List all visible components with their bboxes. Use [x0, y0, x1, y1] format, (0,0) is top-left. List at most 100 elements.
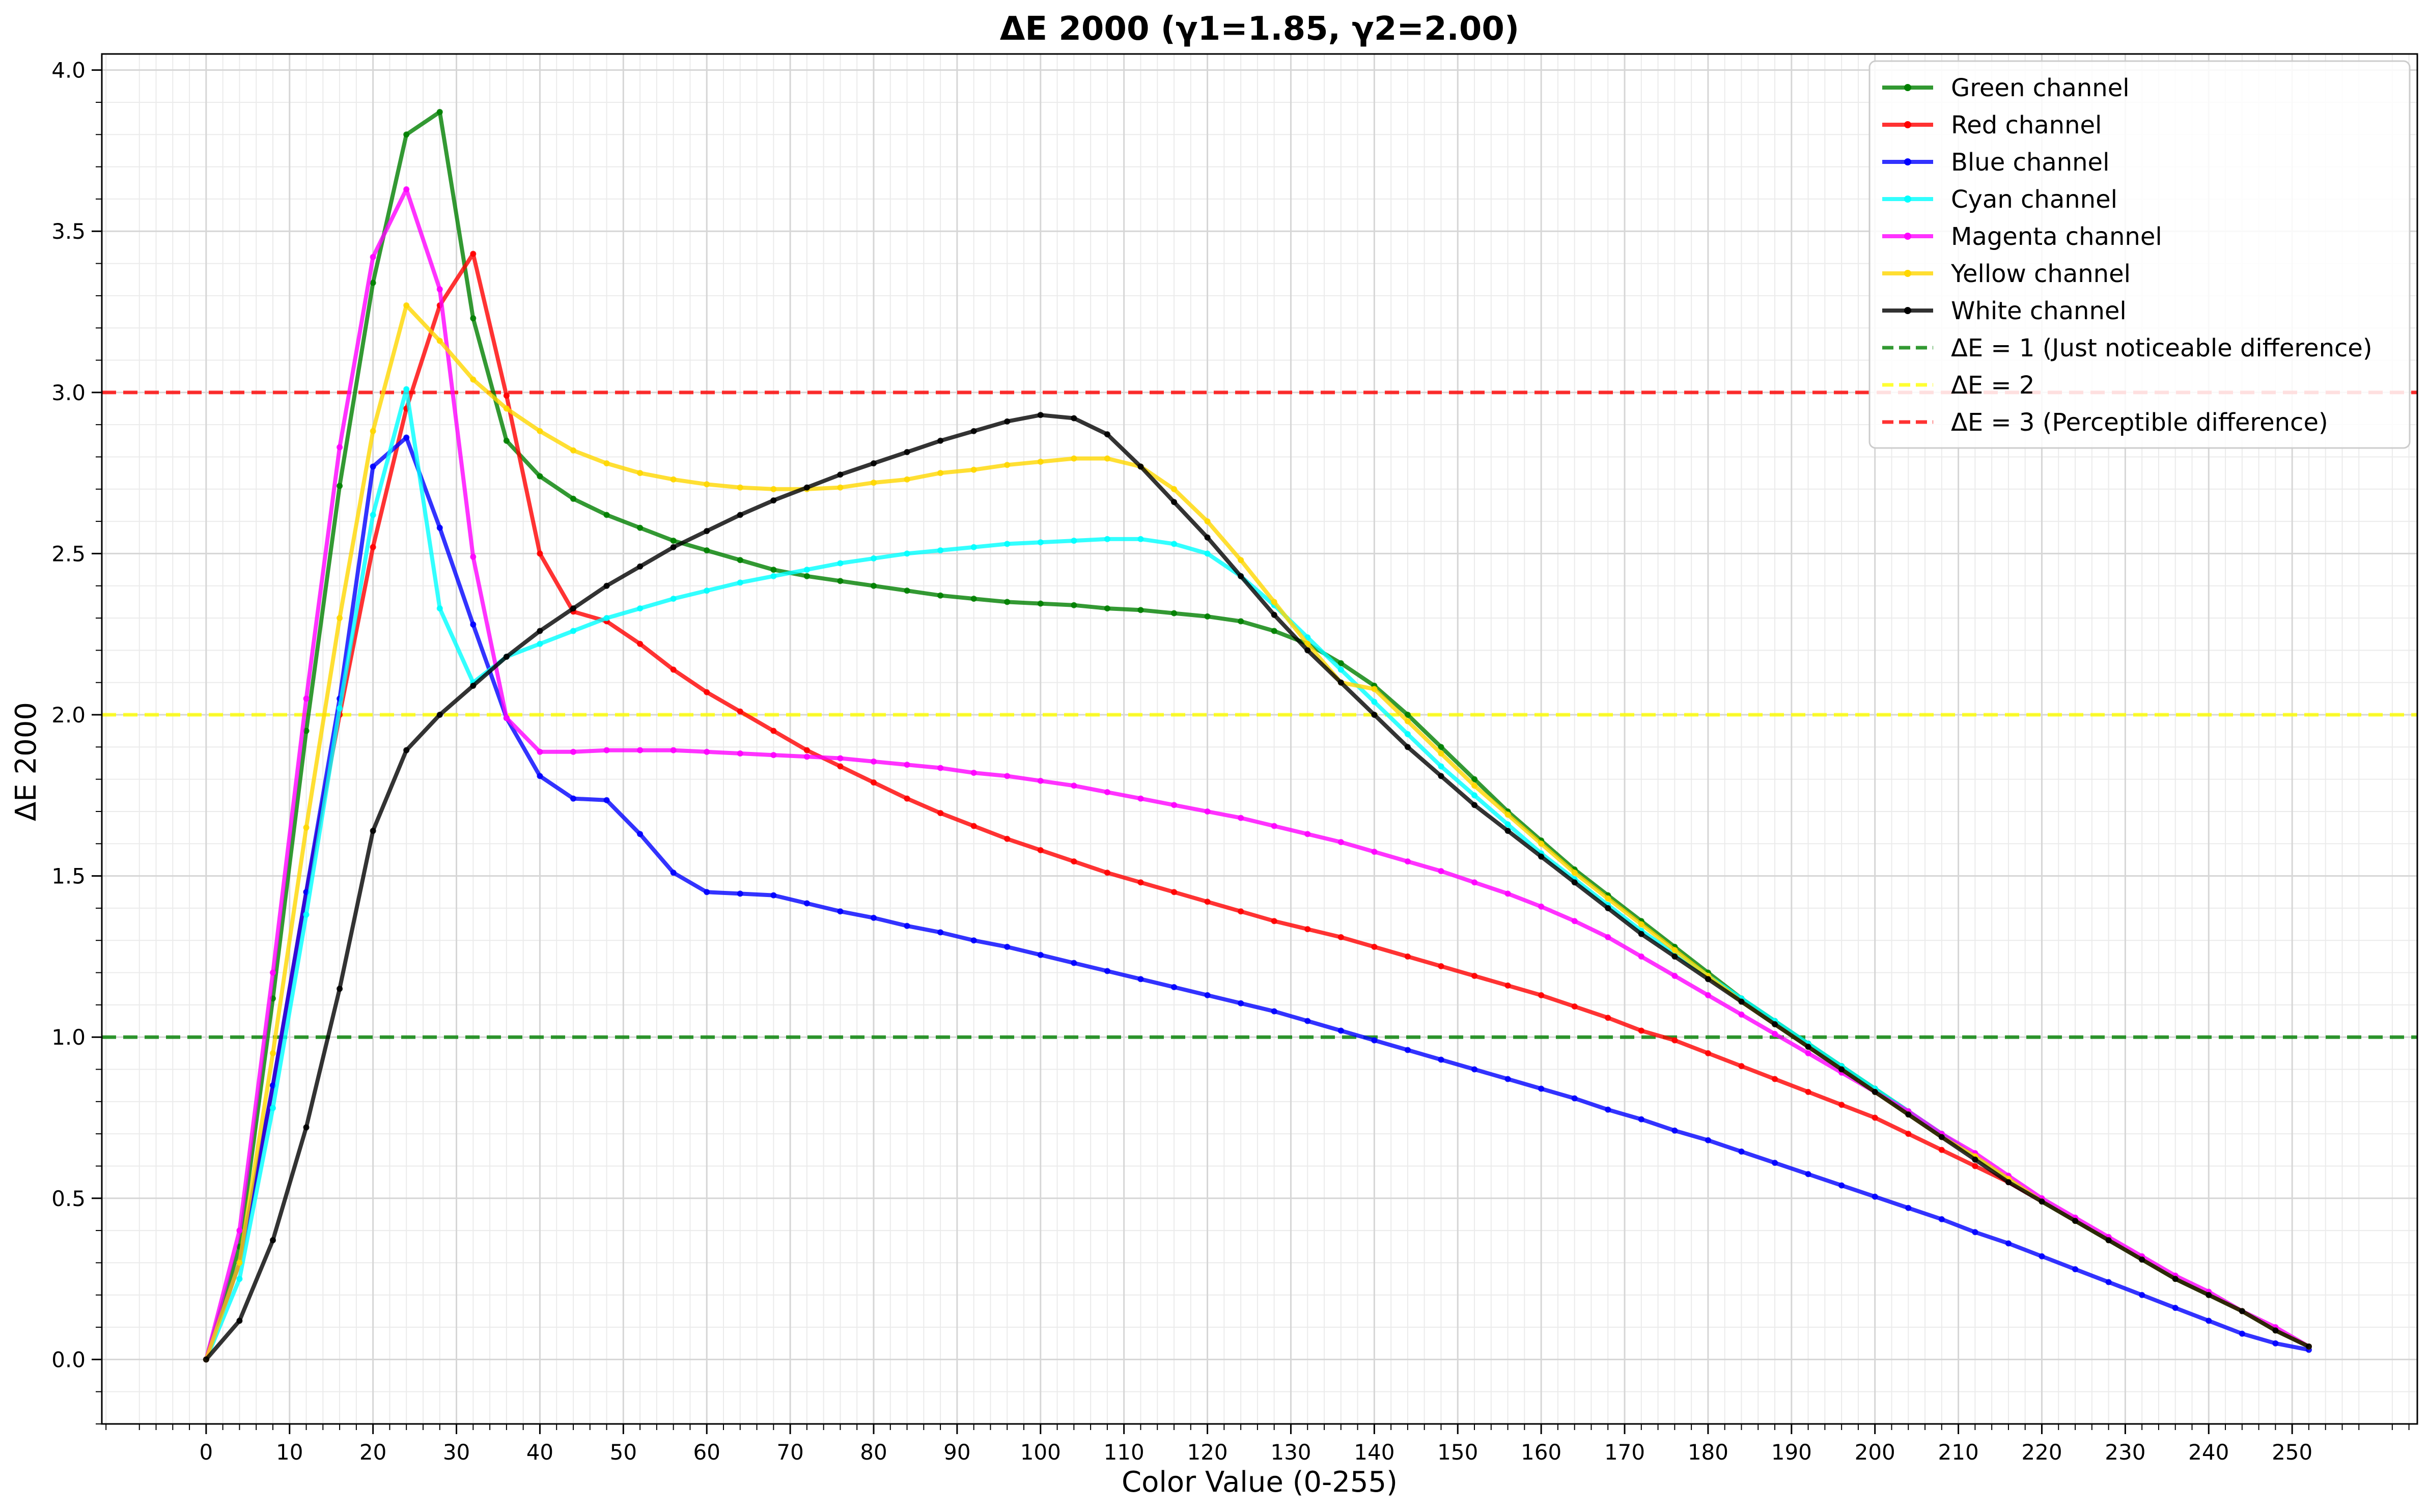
- data-point: [436, 108, 443, 115]
- data-point: [403, 131, 410, 138]
- data-point: [603, 747, 610, 753]
- data-point: [370, 463, 376, 470]
- data-point: [1337, 666, 1344, 673]
- data-point: [337, 615, 343, 622]
- data-point: [1137, 536, 1144, 542]
- data-point: [1504, 811, 1511, 818]
- data-point: [704, 481, 710, 488]
- data-point: [1638, 931, 1644, 937]
- data-point: [770, 727, 777, 734]
- data-point: [537, 773, 543, 779]
- x-tick-label: 230: [2105, 1440, 2145, 1465]
- data-point: [203, 1356, 209, 1363]
- data-point: [1471, 1066, 1478, 1073]
- data-point: [1037, 412, 1044, 418]
- data-point: [770, 892, 777, 899]
- data-point: [904, 762, 910, 768]
- x-tick-label: 180: [1688, 1440, 1728, 1465]
- data-point: [370, 428, 376, 434]
- data-point: [1404, 744, 1411, 750]
- x-tick-label: 190: [1771, 1440, 1812, 1465]
- x-tick-label: 20: [359, 1440, 386, 1465]
- data-point: [1438, 750, 1444, 757]
- data-point: [1137, 879, 1144, 886]
- data-point: [970, 596, 977, 602]
- data-point: [803, 747, 810, 753]
- data-point: [904, 550, 910, 557]
- data-point: [904, 476, 910, 483]
- y-tick-label: 1.0: [51, 1025, 86, 1050]
- data-point: [803, 484, 810, 491]
- data-point: [403, 386, 410, 393]
- x-tick-label: 210: [1938, 1440, 1979, 1465]
- data-point: [470, 621, 477, 628]
- legend-item: Red channel: [1882, 111, 2102, 139]
- legend-swatch-marker: [1904, 270, 1911, 277]
- data-point: [537, 628, 543, 634]
- data-point: [871, 460, 877, 467]
- data-point: [737, 557, 743, 564]
- series-line: [204, 187, 2310, 1360]
- data-point: [269, 1105, 276, 1111]
- data-point: [2005, 1179, 2012, 1186]
- data-point: [871, 779, 877, 786]
- data-point: [436, 524, 443, 531]
- legend-swatch-marker: [1904, 84, 1911, 91]
- legend-label: Red channel: [1951, 111, 2102, 139]
- x-tick-label: 40: [526, 1440, 553, 1465]
- data-point: [1938, 1134, 1945, 1140]
- data-point: [770, 486, 777, 492]
- data-point: [603, 615, 610, 622]
- legend-item: Cyan channel: [1882, 185, 2117, 214]
- data-point: [303, 727, 310, 734]
- data-point: [637, 640, 644, 647]
- legend-label: Magenta channel: [1951, 222, 2162, 251]
- data-point: [470, 315, 477, 322]
- legend-label: Yellow channel: [1950, 260, 2131, 288]
- data-point: [670, 870, 677, 876]
- data-point: [1504, 982, 1511, 989]
- data-point: [1304, 1018, 1311, 1024]
- x-tick-label: 170: [1604, 1440, 1645, 1465]
- data-point: [1671, 947, 1678, 954]
- data-point: [1671, 1127, 1678, 1134]
- data-point: [537, 428, 543, 434]
- data-point: [570, 795, 576, 802]
- data-point: [1037, 600, 1044, 607]
- data-point: [837, 471, 844, 478]
- legend-label: ΔE = 1 (Just noticeable difference): [1951, 334, 2373, 362]
- data-point: [637, 524, 644, 531]
- data-point: [1471, 782, 1478, 789]
- data-point: [637, 605, 644, 612]
- data-point: [2272, 1340, 2279, 1347]
- data-point: [1504, 827, 1511, 834]
- data-point: [2072, 1218, 2079, 1224]
- data-point: [1238, 1000, 1244, 1006]
- data-point: [403, 186, 410, 192]
- series-line: [204, 251, 2310, 1360]
- data-point: [1538, 903, 1545, 910]
- legend-label: Green channel: [1951, 74, 2130, 102]
- data-point: [1404, 858, 1411, 865]
- data-point: [837, 560, 844, 567]
- data-point: [770, 752, 777, 759]
- data-point: [904, 587, 910, 594]
- data-point: [1538, 1085, 1545, 1092]
- data-point: [1238, 908, 1244, 915]
- data-point: [570, 748, 576, 755]
- data-point: [570, 605, 576, 612]
- data-point: [403, 434, 410, 441]
- data-point: [1304, 640, 1311, 647]
- data-point: [570, 447, 576, 454]
- data-point: [1004, 418, 1011, 425]
- data-point: [537, 748, 543, 755]
- data-point: [637, 470, 644, 477]
- data-point: [704, 889, 710, 895]
- data-point: [1371, 698, 1378, 705]
- data-point: [503, 405, 510, 412]
- data-point: [1071, 455, 1077, 462]
- data-point: [637, 831, 644, 837]
- data-point: [1605, 934, 1611, 940]
- data-point: [1071, 602, 1077, 608]
